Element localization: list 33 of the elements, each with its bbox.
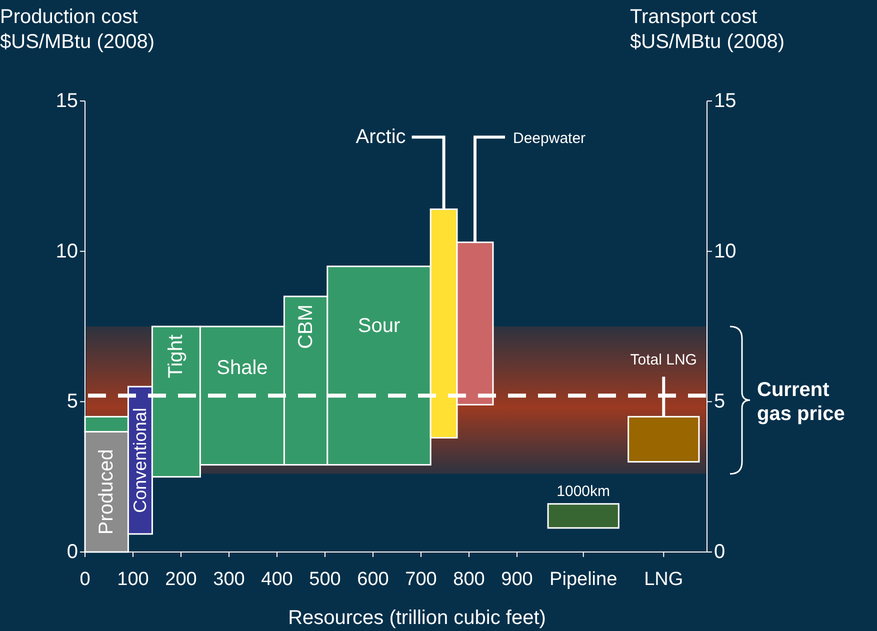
x-tick-label: Pipeline	[550, 569, 618, 590]
series-label: Conventional	[130, 408, 150, 513]
x-tick-label: 600	[357, 569, 389, 590]
annotation: 1000km	[556, 482, 610, 500]
y-tick-label: 0	[714, 541, 726, 563]
x-tick-label: 100	[117, 569, 149, 590]
y-tick-label: 5	[66, 390, 78, 413]
x-tick-label: 800	[453, 569, 485, 590]
annotation: Total LNG	[630, 352, 697, 369]
text: Arctic	[356, 126, 406, 148]
x-tick-label: 900	[501, 569, 533, 590]
series-label: Sour	[358, 314, 400, 337]
series-label: Shale	[216, 356, 268, 379]
y-tick-label: 15	[714, 90, 736, 112]
text: Deepwater	[513, 130, 586, 148]
y-axis-title: Transport cost $US/MBtu (2008)	[630, 6, 785, 53]
series-label: CBM	[294, 304, 317, 349]
y-tick-label: 10	[714, 240, 736, 262]
x-tick-label: 300	[213, 569, 245, 590]
y-axis-title: Production cost $US/MBtu (2008)	[0, 6, 155, 53]
series-label: Produced	[96, 449, 118, 535]
x-tick-label: LNG	[644, 569, 684, 590]
x-axis-title: Resources (trillion cubic feet)	[288, 607, 546, 629]
y-tick-label: 5	[714, 390, 726, 413]
series-label: Tight	[165, 334, 188, 378]
y-tick-label: 10	[56, 240, 78, 262]
band-label: Current gas price	[757, 379, 845, 426]
y-tick-label: 15	[56, 90, 78, 112]
x-tick-label: 700	[405, 569, 437, 590]
x-tick-label: 200	[165, 569, 197, 590]
x-tick-label: 400	[261, 569, 293, 590]
x-tick-label: 500	[309, 569, 341, 590]
y-tick-label: 0	[66, 541, 78, 563]
